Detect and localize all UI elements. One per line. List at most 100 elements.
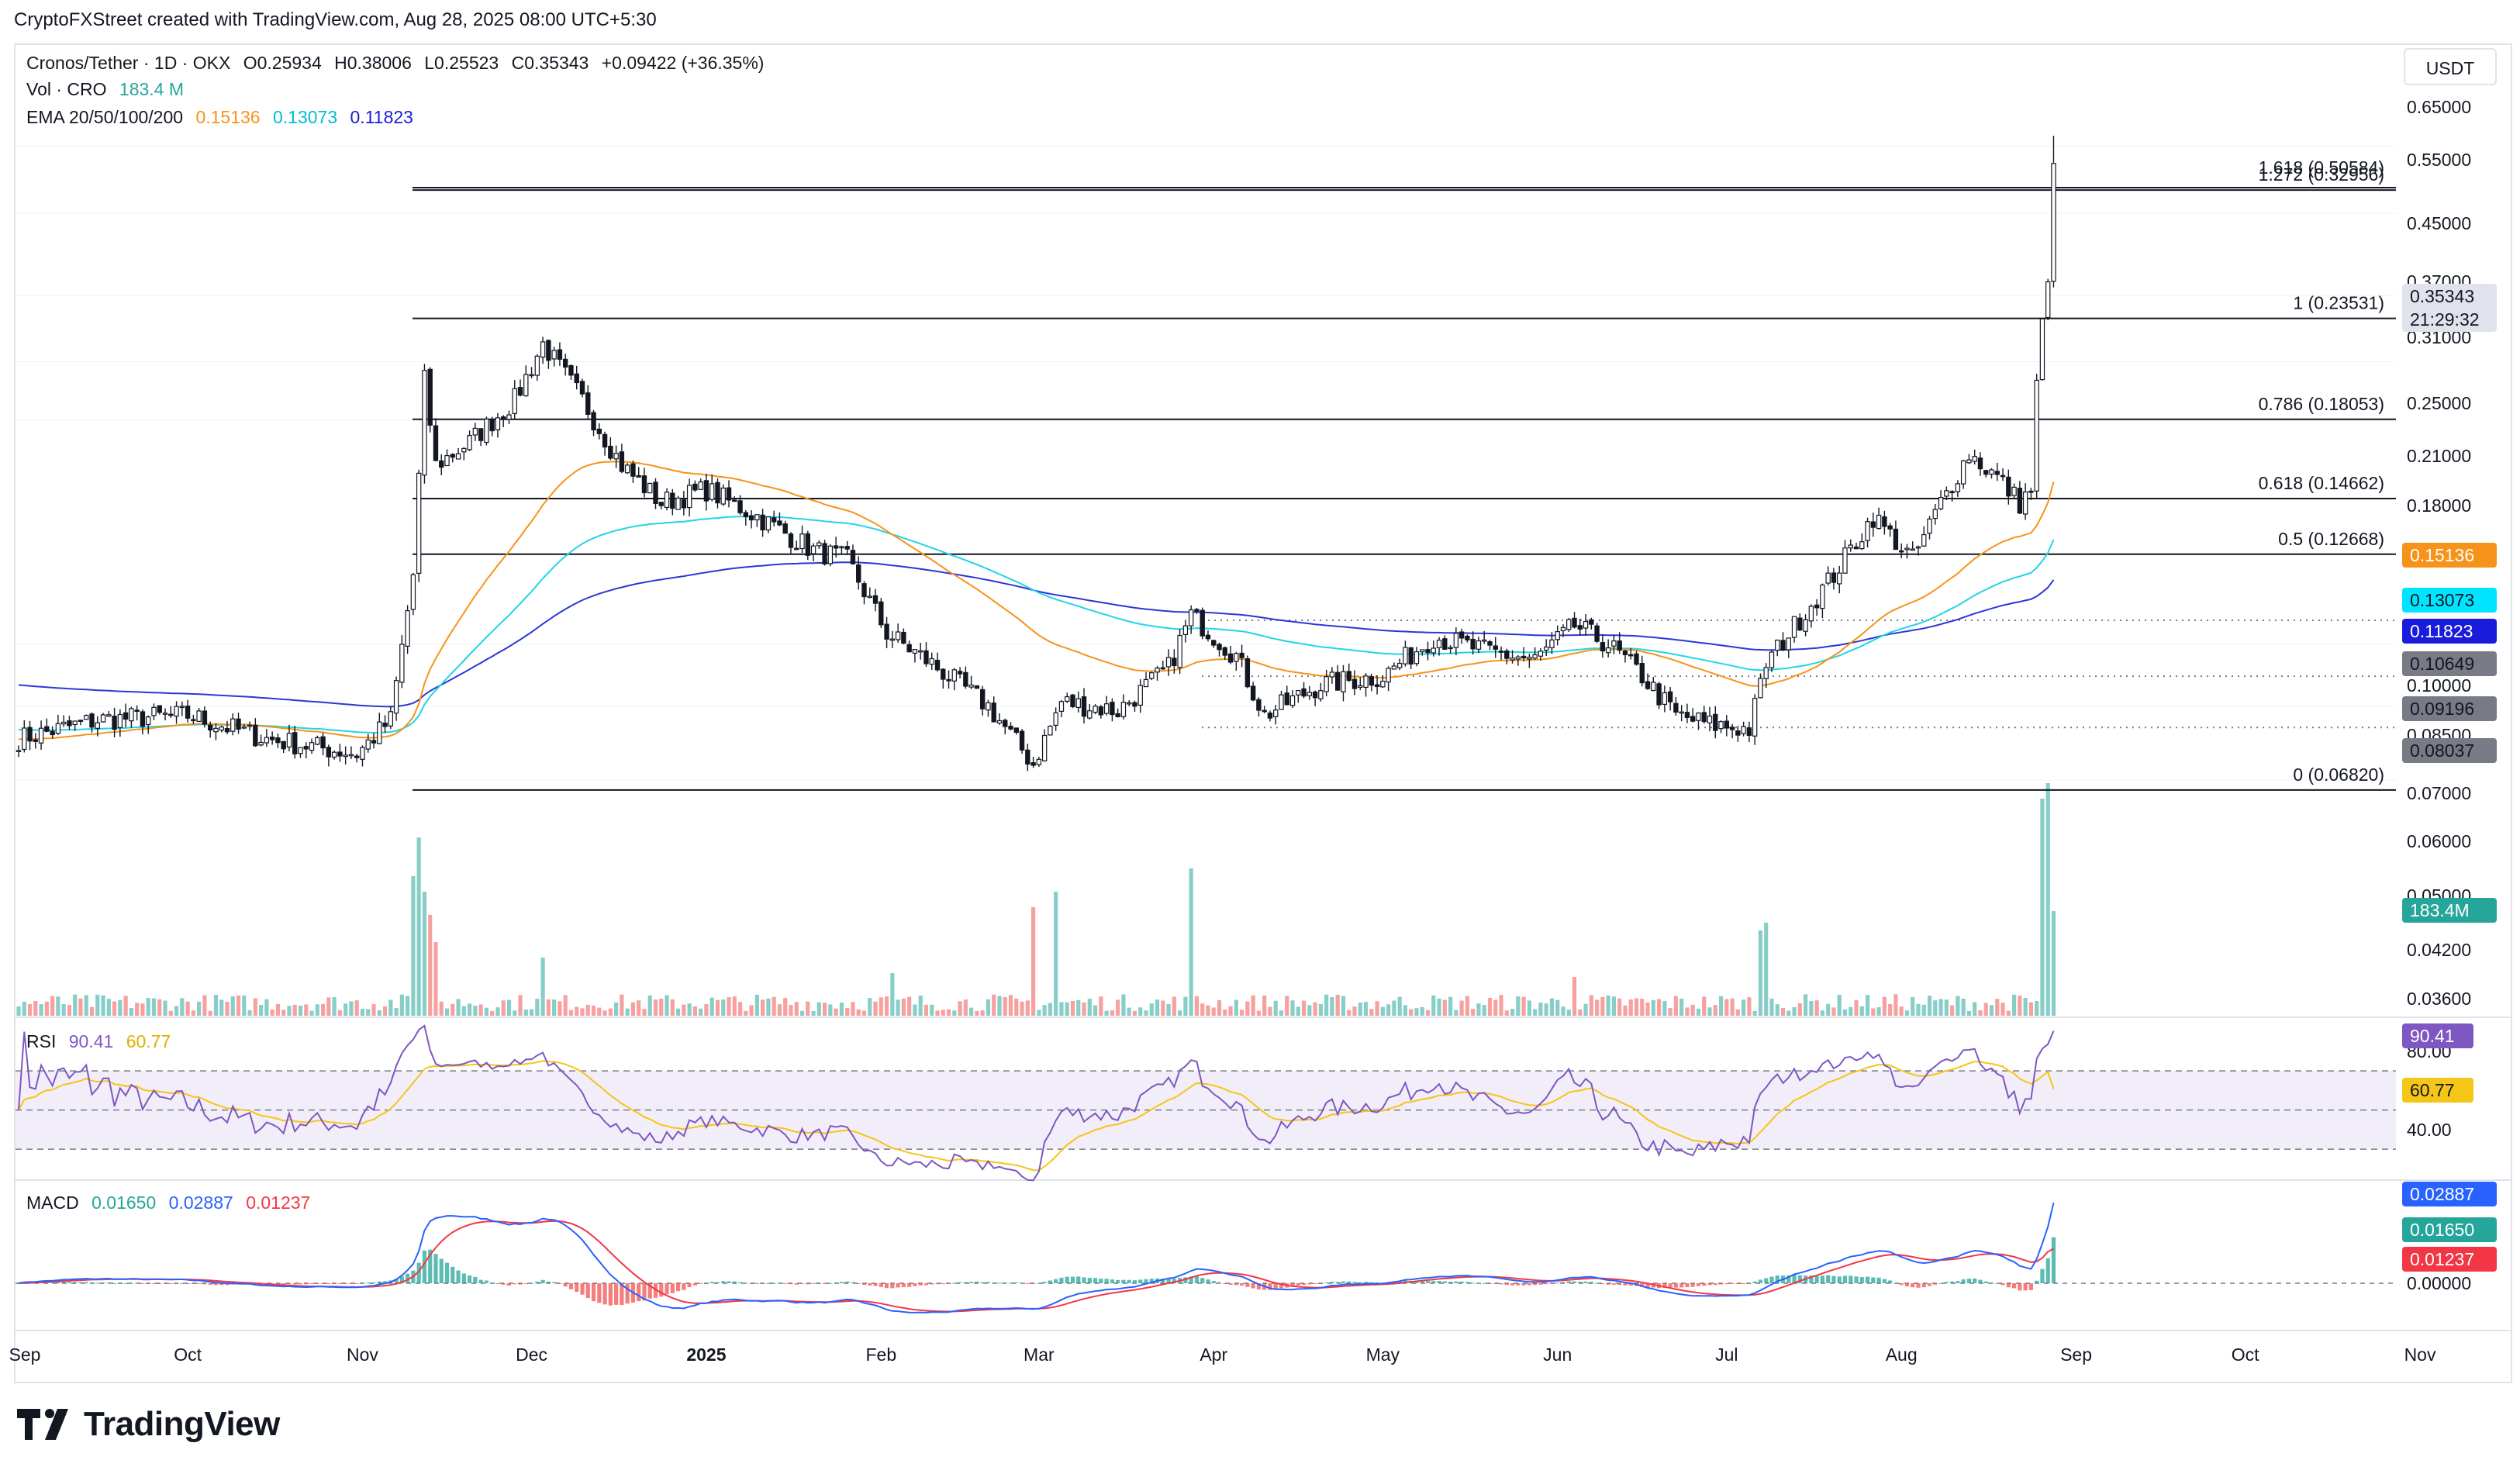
macd-hist-bar (811, 1283, 816, 1284)
volume-bar (1978, 1010, 1983, 1016)
volume-bar (1042, 1005, 1047, 1016)
volume-bar (456, 999, 461, 1016)
macd-hist-bar (1493, 1283, 1498, 1284)
candle-down (1684, 712, 1690, 718)
ema-legend[interactable]: EMA 20/50/100/200 0.15136 0.13073 0.1182… (26, 107, 421, 128)
candle-up (1611, 640, 1617, 647)
low-value: L0.25523 (424, 53, 499, 73)
macd-hist-bar (1764, 1278, 1769, 1283)
volume-bar (1849, 1006, 1853, 1016)
candle-up (55, 723, 61, 734)
candle-down (585, 392, 591, 415)
macd-hist-bar (1673, 1283, 1678, 1288)
volume-bar (608, 1008, 613, 1016)
macd-hist-bar (1172, 1279, 1176, 1283)
volume-bar (794, 1002, 799, 1016)
macd-hist-bar (1606, 1283, 1610, 1285)
volume-bar (890, 973, 895, 1016)
macd-hist-bar (963, 1282, 968, 1283)
macd-legend[interactable]: MACD 0.01650 0.02887 0.01237 (26, 1193, 318, 1213)
candle-up (213, 727, 219, 733)
macd-hist-bar (913, 1283, 917, 1286)
candle-up (1188, 609, 1194, 626)
macd-hist-bar (558, 1283, 562, 1285)
volume-bar (106, 999, 111, 1016)
rsi-layer (16, 1024, 2396, 1182)
macd-hist-bar (444, 1262, 450, 1283)
macd-hist-bar (315, 1283, 319, 1284)
candle-down (1690, 716, 1696, 722)
macd-hist-bar (123, 1282, 128, 1284)
volume-bar (315, 1004, 319, 1016)
volume-bar (591, 1005, 596, 1016)
volume-bar (1882, 996, 1887, 1016)
candle-up (1075, 698, 1081, 709)
volume-bar (490, 1010, 495, 1016)
candle-down (562, 358, 568, 368)
rsi-legend[interactable]: RSI 90.41 60.77 (26, 1031, 178, 1052)
candle-up (534, 355, 540, 376)
candle-down (450, 454, 455, 458)
candle-down (788, 533, 794, 548)
macd-hist-bar (1465, 1282, 1469, 1283)
candle-down (1893, 528, 1899, 551)
volume-bar (1155, 999, 1160, 1016)
date-tick-label: Oct (174, 1344, 202, 1365)
candle-up (365, 739, 371, 750)
candle-down (856, 564, 861, 583)
volume-bar (298, 1006, 303, 1016)
candle-down (608, 445, 613, 459)
candle-up (1989, 469, 1994, 475)
candle-up (1543, 646, 1549, 651)
macd-hist-bar (1578, 1281, 1583, 1283)
candles-layer (16, 136, 2056, 771)
candle-down (2028, 490, 2034, 493)
volume-bar (1899, 1006, 1904, 1016)
candle-down (275, 737, 281, 744)
volume-legend[interactable]: Vol · CRO 183.4 M (26, 79, 192, 100)
volume-bar (1662, 1001, 1667, 1016)
macd-hist-bar (1239, 1283, 1244, 1286)
volume-bar (1583, 1003, 1588, 1016)
volume-bar (1617, 998, 1622, 1016)
candle-up (647, 482, 653, 494)
candle-up (839, 546, 844, 549)
volume-bar (523, 1010, 528, 1016)
ema-legend-label: EMA 20/50/100/200 (26, 107, 184, 127)
candle-up (315, 737, 320, 745)
volume-bar (506, 999, 512, 1016)
macd-hist-bar (1025, 1283, 1030, 1284)
macd-hist-bar (146, 1283, 150, 1284)
macd-hist-bar (563, 1283, 568, 1287)
price-tick-label: 0.10000 (2407, 675, 2471, 696)
currency-button[interactable]: USDT (2404, 48, 2497, 85)
candle-up (686, 485, 692, 509)
volume-bar (56, 996, 60, 1016)
macd-hist-bar (208, 1283, 212, 1285)
volume-bar (1589, 995, 1593, 1016)
candle-up (512, 388, 517, 414)
macd-hist-bar (1471, 1282, 1476, 1284)
volume-bar (1059, 1002, 1064, 1016)
symbol-name[interactable]: Cronos/Tether · 1D · OKX (26, 53, 231, 73)
macd-hist-bar (1076, 1276, 1081, 1283)
candle-down (1369, 676, 1374, 686)
candle-down (1227, 653, 1234, 663)
candle-down (906, 644, 912, 653)
candle-down (568, 365, 574, 376)
macd-hist-bar (625, 1283, 630, 1304)
candle-down (1267, 713, 1273, 719)
ema100-value: 0.13073 (272, 107, 338, 127)
tradingview-logo[interactable]: TradingView (17, 1405, 280, 1444)
volume-bar (253, 998, 257, 1016)
macd-hist-bar (704, 1282, 709, 1284)
macd-hist-bar (1121, 1279, 1126, 1283)
macd-hist-bar (1527, 1283, 1531, 1286)
volume-bar (1262, 996, 1267, 1016)
candle-up (1048, 725, 1053, 736)
volume-bar (1239, 1010, 1244, 1016)
symbol-legend[interactable]: Cronos/Tether · 1D · OKX O0.25934 H0.380… (26, 53, 772, 74)
volume-bar (2035, 1000, 2039, 1016)
macd-hist-bar (1307, 1283, 1312, 1285)
